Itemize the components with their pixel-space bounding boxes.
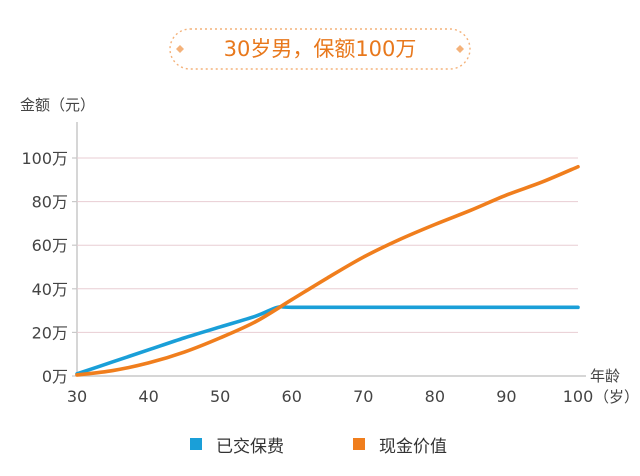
title-dashed-frame <box>169 28 471 70</box>
title-right-diamond <box>456 45 464 53</box>
y-tick-label-80: 80万 <box>32 193 68 212</box>
x-tick-label-80: 80 <box>425 387 445 406</box>
x-tick-label-50: 50 <box>210 387 230 406</box>
x-tick-label-100: 100 <box>563 387 594 406</box>
x-tick-label-60: 60 <box>282 387 302 406</box>
y-tick-label-60: 60万 <box>32 236 68 255</box>
legend-label-cash-value: 现金价值 <box>379 436 447 457</box>
chart-legend: 已交保费 现金价值 <box>0 432 640 457</box>
y-tick-label-100: 100万 <box>21 149 68 168</box>
legend-item-paid-premium: 已交保费 <box>190 432 284 457</box>
y-tick-label-40: 40万 <box>32 280 68 299</box>
y-tick-label-20: 20万 <box>32 323 68 342</box>
x-tick-label-90: 90 <box>496 387 516 406</box>
series-line-cash-value <box>75 164 580 377</box>
x-axis-title-line1: 年龄 <box>590 367 620 385</box>
x-tick-label-40: 40 <box>138 387 158 406</box>
x-tick-label-70: 70 <box>353 387 373 406</box>
legend-item-cash-value: 现金价值 <box>353 432 447 457</box>
series-line-paid-premium <box>75 304 580 376</box>
chart-title: 30岁男，保额100万 <box>223 37 417 61</box>
y-tick-label-0: 0万 <box>42 367 68 386</box>
line-chart: 0万 20万 40万 60万 80万 100万 30 40 50 60 70 80 90 100 金额（元）… <box>20 96 639 406</box>
legend-label-paid-premium: 已交保费 <box>216 436 284 457</box>
x-axis-title-line2: （岁） <box>594 388 639 406</box>
y-axis-title: 金额（元） <box>20 96 95 114</box>
legend-swatch-paid-premium <box>190 438 202 450</box>
title-left-diamond <box>176 45 184 53</box>
chart-title-banner: 30岁男，保额100万 <box>168 27 472 71</box>
x-tick-label-30: 30 <box>67 387 87 406</box>
legend-swatch-cash-value <box>353 438 365 450</box>
